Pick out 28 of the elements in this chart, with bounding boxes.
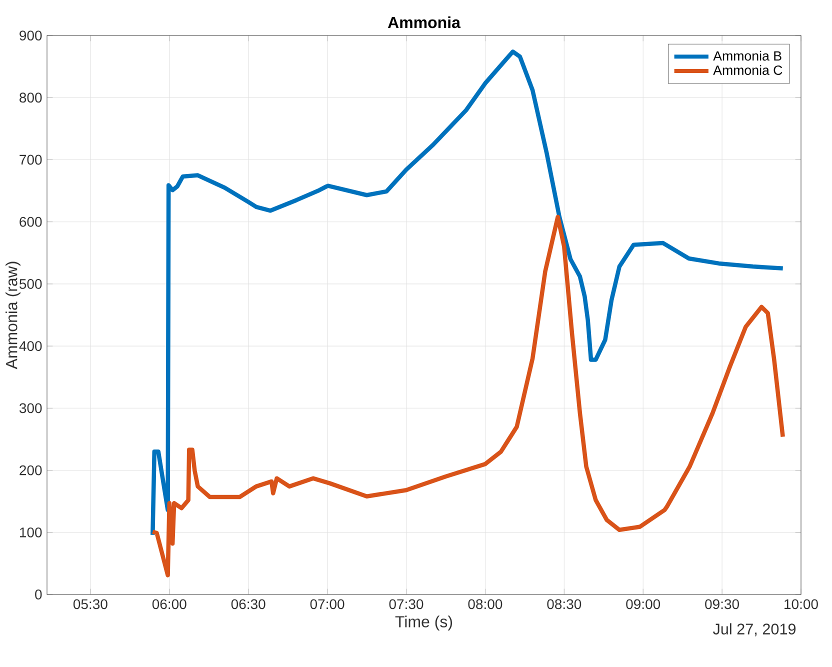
legend-label: Ammonia C <box>713 65 782 75</box>
line-series <box>150 50 785 537</box>
line-series <box>150 214 785 578</box>
legend-label: Ammonia B <box>713 50 782 61</box>
x-tick-label: 09:00 <box>626 599 660 610</box>
chart-title: Ammonia <box>388 16 461 28</box>
y-tick-label: 400 <box>19 341 42 352</box>
x-tick-label: 07:00 <box>310 599 344 610</box>
y-tick-label: 100 <box>20 527 42 538</box>
y-tick-label: 900 <box>20 30 42 40</box>
x-tick-label: 10:00 <box>784 599 818 610</box>
x-tick-label: 08:30 <box>547 599 582 610</box>
y-tick-label: 500 <box>20 279 42 289</box>
y-tick-label: 200 <box>20 465 42 476</box>
x-tick-label: 08:00 <box>468 599 502 610</box>
y-tick-label: 700 <box>20 154 42 165</box>
x-tick-label: 07:30 <box>389 599 424 610</box>
x-tick-label: 06:30 <box>231 599 266 610</box>
y-tick-label: 800 <box>20 92 42 103</box>
x-tick-label: 05:30 <box>73 599 108 610</box>
x-tick-label: 06:00 <box>152 599 186 610</box>
y-tick-label: 0 <box>35 590 42 600</box>
x-axis-title: Time (s) <box>395 616 452 630</box>
y-axis-title: Ammonia (raw) <box>6 262 20 370</box>
x-tick-label: 09:30 <box>705 599 740 610</box>
y-tick-label: 300 <box>19 403 42 414</box>
y-tick-label: 600 <box>20 216 42 227</box>
text: Jul 27, 2019 <box>712 623 796 636</box>
